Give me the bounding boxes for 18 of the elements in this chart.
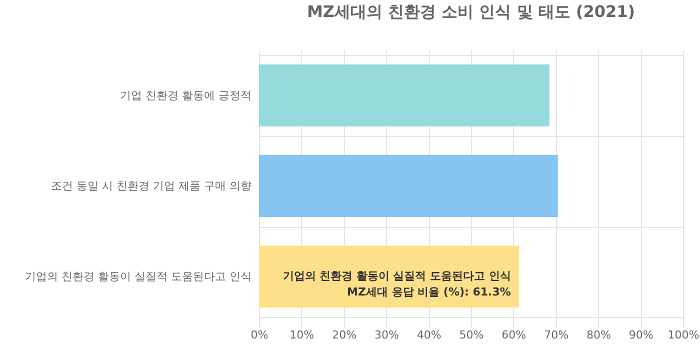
y-tick-label: 조건 동일 시 친환경 기업 제품 구매 의향 [51, 180, 252, 192]
x-tick-label: 0% [250, 328, 268, 342]
x-tick-label: 70% [544, 328, 569, 342]
x-tick-label: 10% [290, 328, 314, 342]
x-tick-label: 20% [332, 328, 357, 342]
x-tick-label: 100% [668, 328, 700, 342]
y-tick-label: 기업 친환경 활동에 긍정적 [120, 88, 252, 102]
x-tick-label: 40% [416, 328, 442, 342]
bar [259, 155, 558, 217]
x-tick-label: 80% [586, 328, 611, 342]
x-tick-label: 90% [628, 328, 654, 342]
chart-title: MZ세대의 친환경 소비 인식 및 태도 (2021) [306, 2, 636, 21]
x-tick-label: 60% [502, 328, 526, 342]
x-tick-label: 30% [374, 328, 399, 342]
x-tick-label: 50% [459, 328, 484, 342]
bar [259, 64, 550, 126]
y-tick-label: 기업의 친환경 활동이 실질적 도움된다고 인식 [25, 270, 252, 284]
annotation: 기업의 친환경 활동이 실질적 도움된다고 인식 MZ세대 응답 비율 (%): 61.3% [282, 270, 511, 299]
